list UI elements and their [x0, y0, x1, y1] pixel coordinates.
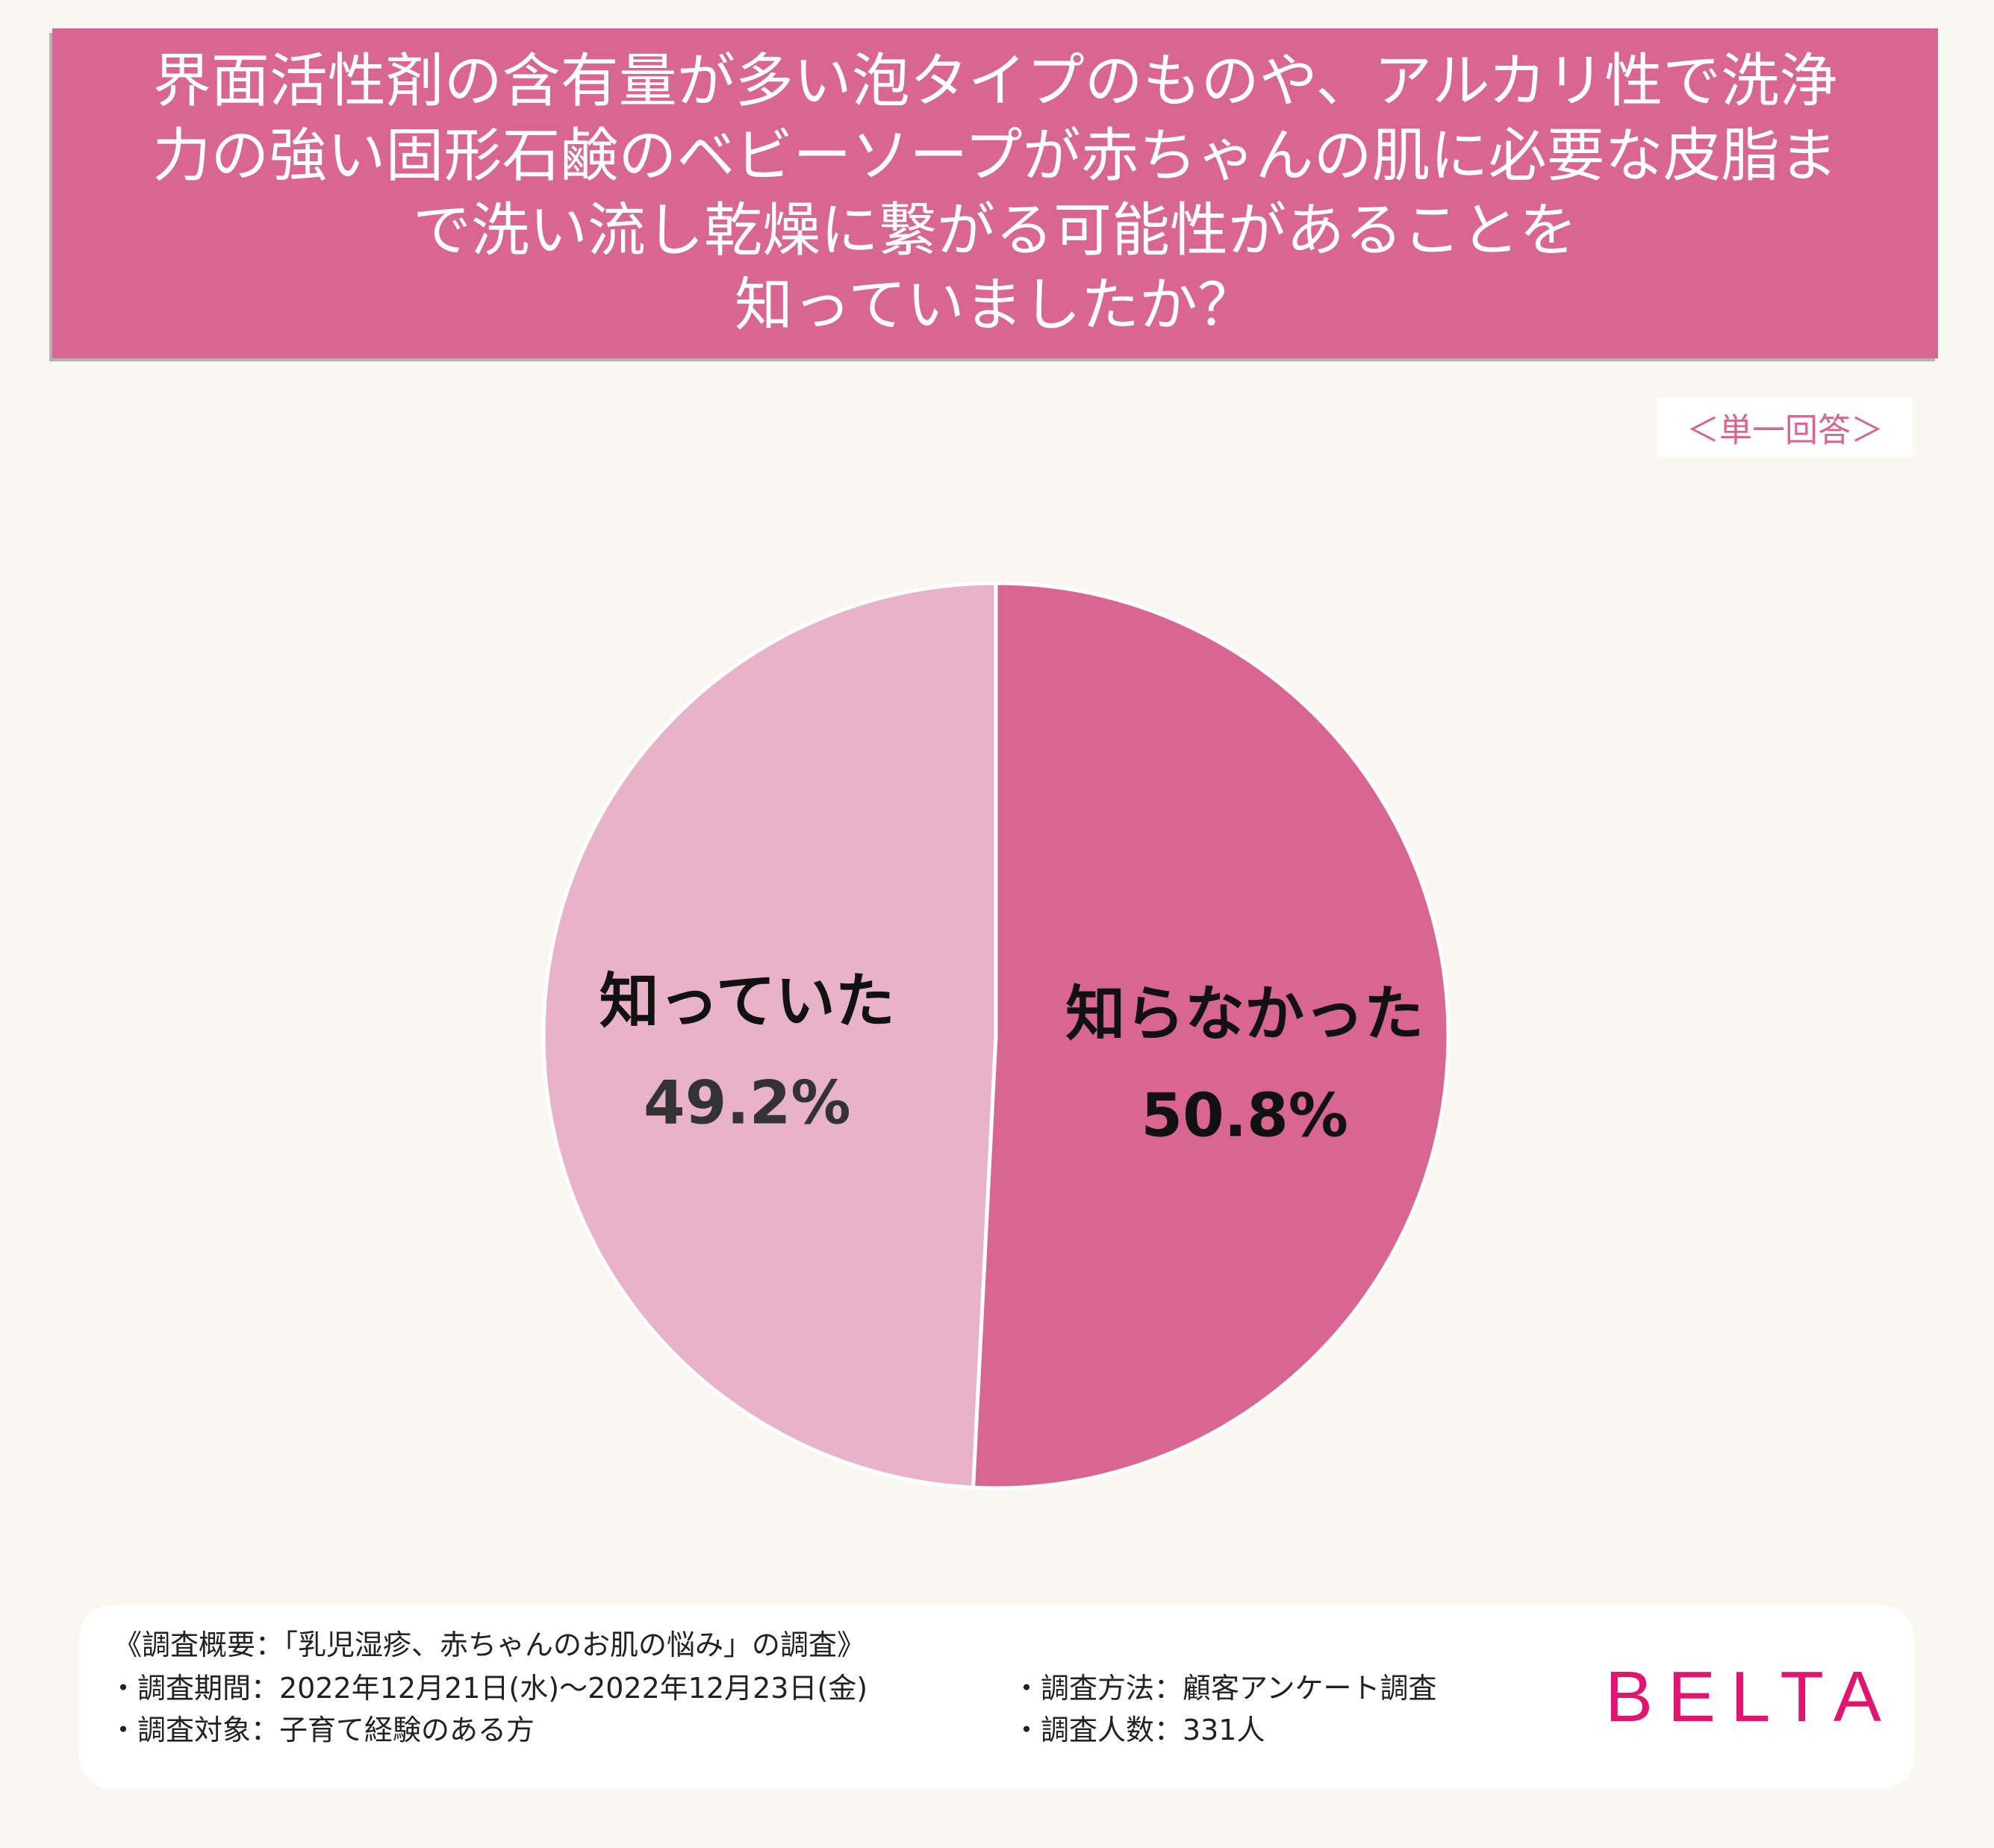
answer-type-badge: ＜単一回答＞	[1657, 397, 1913, 457]
slice-label-1: 知らなかった	[1065, 979, 1424, 1048]
survey-overview-title: 《調査概要：「乳児湿疹、赤ちゃんのお肌の悩み」の調査》	[113, 1628, 866, 1661]
slice-value-2: 49.2%	[644, 1068, 851, 1138]
slice-label-2: 知っていた	[599, 967, 895, 1036]
survey-count: ・調査人数：331人	[1012, 1714, 1265, 1746]
pie-slice-1	[970, 581, 1451, 1490]
chart-title: 界面活性剤の含有量が多い泡タイプのものや、アルカリ性で洗浄 力の強い固形石鹸のベ…	[152, 48, 1838, 339]
title-banner: 界面活性剤の含有量が多い泡タイプのものや、アルカリ性で洗浄 力の強い固形石鹸のベ…	[52, 28, 1938, 358]
brand-logo: BELTA	[1605, 1657, 1896, 1737]
survey-overview-box: 《調査概要：「乳児湿疹、赤ちゃんのお肌の悩み」の調査》 ・調査期間：2022年1…	[79, 1605, 1914, 1789]
slice-value-1: 50.8%	[1141, 1080, 1348, 1150]
survey-method: ・調査方法：顧客アンケート調査	[1012, 1672, 1437, 1705]
pie-slice-2	[541, 581, 998, 1490]
survey-period: ・調査期間：2022年12月21日(水)～2022年12月23日(金)	[109, 1672, 868, 1705]
survey-target: ・調査対象：子育て経験のある方	[109, 1714, 535, 1746]
